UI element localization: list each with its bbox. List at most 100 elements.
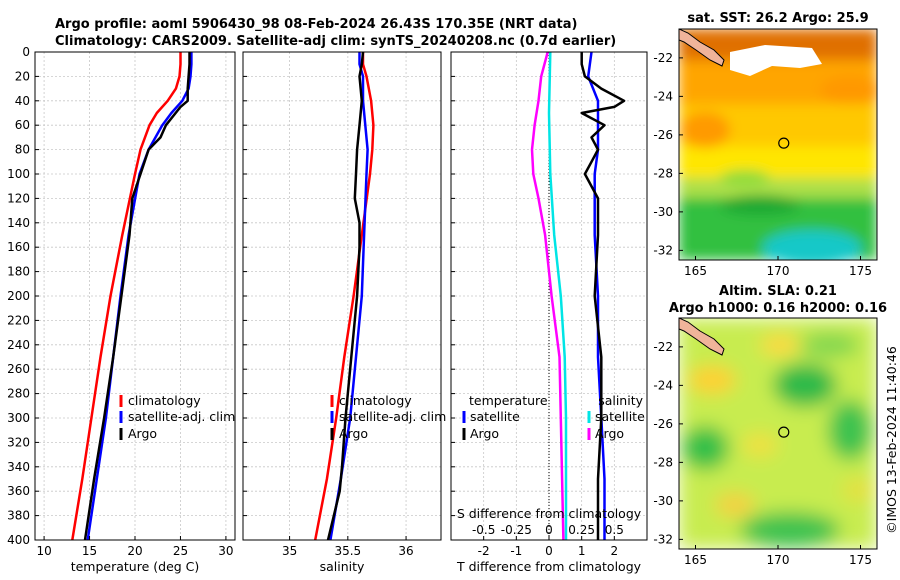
legend-t-argo: Argo (470, 426, 499, 441)
x-tick-label: 20 (127, 544, 142, 558)
lat-tick-label: -22 (653, 51, 673, 65)
imos-credit: ©IMOS 13-Feb-2024 11:40:46 (884, 346, 899, 534)
salinity-argo-line (326, 51, 365, 541)
x-tick-label: 2 (611, 544, 619, 558)
depth-tick-label: 380 (7, 509, 30, 523)
s-tick-label: -0.25 (501, 523, 532, 537)
depth-tick-label: 120 (7, 191, 30, 205)
legend-temperature-title: temperature (469, 393, 548, 408)
salinity-legend: climatology satellite-adj. clim Argo (330, 393, 446, 441)
depth-tick-label: 220 (7, 313, 30, 327)
legend-satellite-adj: satellite-adj. clim (128, 409, 235, 424)
temperature-xlabel: temperature (deg C) (71, 559, 200, 574)
depth-tick-label: 100 (7, 167, 30, 181)
legend-t-satellite: satellite (470, 409, 520, 424)
lat-tick-label: -22 (653, 340, 673, 354)
lat-tick-label: -24 (653, 378, 673, 392)
salinity-panel: 35 35.5 36 climatology satellite-adj. clim… (242, 51, 446, 574)
diff-s-satellite-line (547, 51, 568, 540)
temperature-climatology-line (71, 52, 182, 541)
argo-float-marker (778, 426, 790, 438)
lon-tick-label: 175 (849, 264, 872, 278)
depth-tick-label: 80 (15, 143, 30, 157)
depth-tick-label: 340 (7, 460, 30, 474)
legend-climatology: climatology (128, 393, 201, 408)
lat-tick-label: -28 (653, 455, 673, 469)
x-tick-label: 15 (82, 544, 97, 558)
depth-tick-label: 0 (22, 45, 30, 59)
lat-tick-label: -32 (653, 532, 673, 546)
x-tick-label: -2 (478, 544, 490, 558)
lat-tick-label: -32 (653, 243, 673, 257)
x-tick-label: 35.5 (334, 544, 361, 558)
header-line2: Climatology: CARS2009. Satellite-adj cli… (55, 34, 616, 49)
depth-tick-label: 300 (7, 411, 30, 425)
depth-tick-label: 400 (7, 533, 30, 547)
lat-tick-label: -24 (653, 89, 673, 103)
depth-tick-label: 180 (7, 265, 30, 279)
sla-map-title: Altim. SLA: 0.21 (719, 284, 837, 299)
depth-tick-label: 40 (15, 94, 30, 108)
difference-panel: -2 -1 0 1 2 -0.5 -0.25 0 0.25 0.5 temperature sat… (450, 51, 648, 574)
depth-tick-label: 240 (7, 338, 30, 352)
new-caledonia-land (679, 318, 725, 356)
x-tick-label: 0 (545, 544, 553, 558)
x-tick-label: 25 (173, 544, 188, 558)
s-tick-label: 0 (545, 523, 553, 537)
lat-tick-label: -28 (653, 166, 673, 180)
t-difference-label: T difference from climatology (456, 559, 642, 574)
x-tick-label: 10 (36, 544, 51, 558)
sla-map: Altim. SLA: 0.21 Argo h1000: 0.16 h2000:… (653, 284, 887, 567)
header-line1: Argo profile: aoml 5906430_98 08-Feb-202… (55, 17, 577, 32)
s-difference-label: S difference from climatology (457, 506, 642, 521)
salinity-xlabel: salinity (320, 559, 365, 574)
cloud-mask (730, 45, 822, 76)
depth-tick-label: 260 (7, 362, 30, 376)
x-tick-label: 36 (398, 544, 413, 558)
sst-field (679, 29, 877, 260)
depth-tick-label: 200 (7, 289, 30, 303)
depth-tick-label: 60 (15, 118, 30, 132)
s-tick-label: 0.25 (568, 523, 595, 537)
temperature-legend: climatology satellite-adj. clim Argo (119, 393, 235, 441)
salinity-climatology-line (313, 52, 375, 541)
new-caledonia-land (679, 29, 725, 67)
x-tick-label: 1 (578, 544, 586, 558)
argo-float-marker (778, 137, 790, 149)
legend-argo: Argo (128, 426, 157, 441)
depth-tick-label: 320 (7, 435, 30, 449)
x-tick-label: -1 (510, 544, 522, 558)
lon-tick-label: 175 (849, 553, 872, 567)
depth-tick-label: 160 (7, 240, 30, 254)
difference-legend: temperature satellite Argo salinity sate… (462, 393, 645, 441)
lat-tick-label: -26 (653, 417, 673, 431)
lon-tick-label: 165 (684, 553, 707, 567)
x-tick-label: 30 (218, 544, 233, 558)
diff-s-argo-line (530, 51, 565, 541)
diff-t-argo-line (580, 52, 626, 540)
legend-satellite-adj: satellite-adj. clim (339, 409, 446, 424)
s-tick-label: 0.5 (605, 523, 624, 537)
sst-map: sat. SST: 26.2 Argo: 25.9 165 170 175 -22 -2… (653, 11, 878, 278)
sla-map-subtitle: Argo h1000: 0.16 h2000: 0.16 (669, 301, 887, 316)
salinity-satellite-adj-clim-line (329, 52, 369, 541)
legend-s-argo: Argo (595, 426, 624, 441)
lon-tick-label: 165 (684, 264, 707, 278)
lon-tick-label: 170 (767, 553, 790, 567)
depth-tick-label: 20 (15, 69, 30, 83)
lat-tick-label: -30 (653, 494, 673, 508)
lat-tick-label: -26 (653, 128, 673, 142)
lat-tick-label: -30 (653, 205, 673, 219)
depth-tick-label: 360 (7, 484, 30, 498)
temperature-panel: 0 20 40 60 80 100 120 140 160 180 200 220 240 260 280 3… (7, 45, 236, 574)
sst-map-title: sat. SST: 26.2 Argo: 25.9 (687, 11, 868, 26)
temperature-argo-line (83, 52, 191, 541)
x-tick-label: 35 (282, 544, 297, 558)
legend-s-satellite: satellite (595, 409, 645, 424)
lon-tick-label: 170 (767, 264, 790, 278)
legend-salinity-title: salinity (598, 393, 643, 408)
legend-argo: Argo (339, 426, 368, 441)
legend-climatology: climatology (339, 393, 412, 408)
depth-tick-label: 280 (7, 387, 30, 401)
